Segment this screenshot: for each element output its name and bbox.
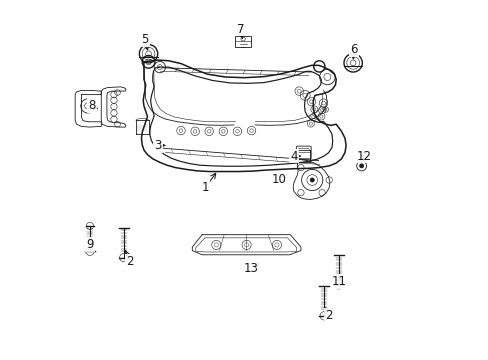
Text: 13: 13 [244,262,259,275]
Text: 8: 8 [88,99,96,112]
Text: 2: 2 [325,309,332,322]
Circle shape [359,164,363,168]
Text: 11: 11 [331,275,346,288]
Circle shape [309,178,314,182]
Text: 3: 3 [154,139,162,152]
Text: 10: 10 [271,173,286,186]
Text: 4: 4 [289,149,297,162]
Text: 7: 7 [237,23,244,36]
Text: 9: 9 [86,238,94,251]
Text: 1: 1 [202,181,209,194]
Text: 5: 5 [141,33,148,46]
Text: 12: 12 [356,149,371,162]
Text: 2: 2 [126,255,133,268]
Text: 6: 6 [349,43,357,56]
